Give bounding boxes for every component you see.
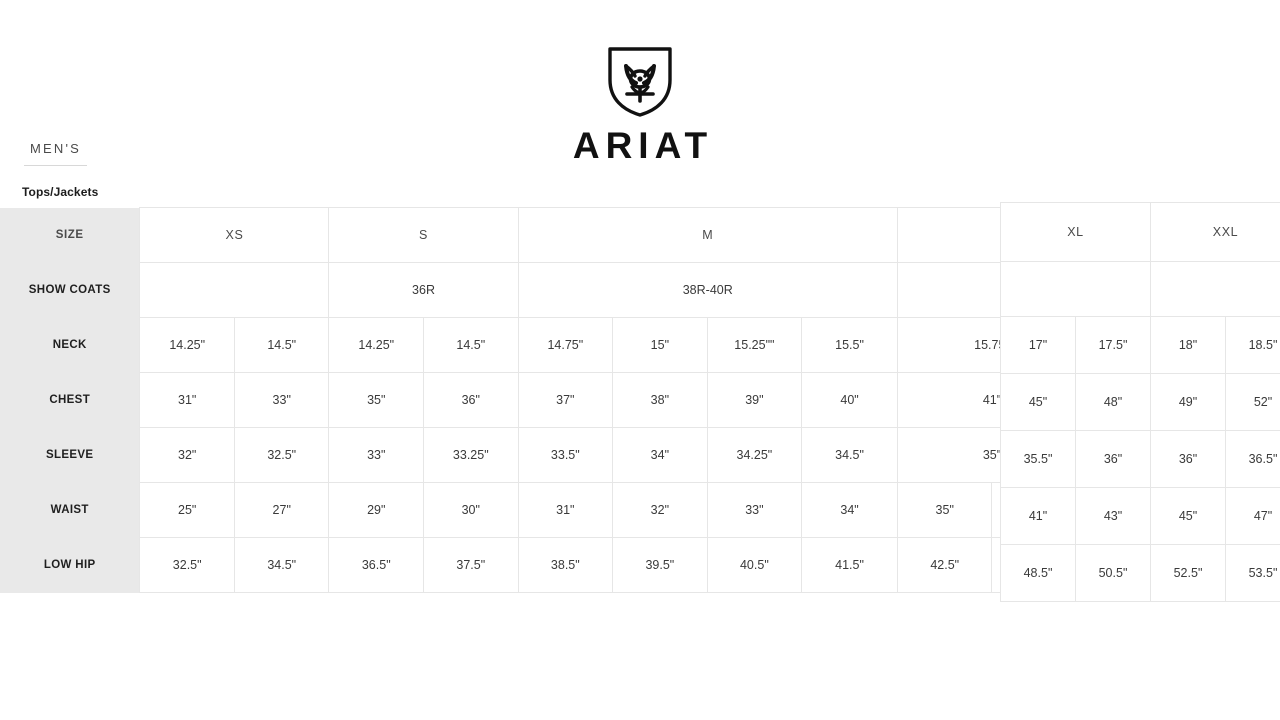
low-hip-cell: 36.5" bbox=[328, 537, 425, 593]
chest-cell: 39" bbox=[706, 372, 803, 428]
size-cell-m: M bbox=[517, 207, 898, 263]
overlay-size-cell-xxl: XXL bbox=[1150, 202, 1280, 262]
waist-cell: 31" bbox=[517, 482, 614, 538]
low-hip-cell: 40.5" bbox=[706, 537, 803, 593]
overlay-row-chest: 45" 48" 49" 52" bbox=[1000, 373, 1280, 431]
overlay-waist-cell: 47" bbox=[1225, 487, 1280, 545]
sleeve-cell: 32.5" bbox=[233, 427, 330, 483]
show-coats-xs bbox=[139, 262, 330, 318]
size-cell-xs: XS bbox=[139, 207, 330, 263]
row-header-waist: WAIST bbox=[0, 482, 141, 538]
category-label: Tops/Jackets bbox=[22, 185, 99, 199]
low-hip-cell: 38.5" bbox=[517, 537, 614, 593]
waist-cell: 27" bbox=[233, 482, 330, 538]
ariat-shield-logo-icon bbox=[605, 44, 675, 123]
neck-cell: 14.5" bbox=[233, 317, 330, 373]
size-cell-s: S bbox=[328, 207, 519, 263]
waist-cell: 35" bbox=[896, 482, 993, 538]
row-header-size: SIZE bbox=[0, 207, 141, 263]
show-coats-m: 38R-40R bbox=[517, 262, 898, 318]
size-chart-overlay-wrapper: XL XXL 17" 17.5" 18" 18.5" 45" 48" 49" 5… bbox=[1000, 202, 1280, 602]
neck-cell: 14.75" bbox=[517, 317, 614, 373]
sleeve-cell: 33" bbox=[328, 427, 425, 483]
row-header-chest: CHEST bbox=[0, 372, 141, 428]
overlay-row-sleeve: 35.5" 36" 36" 36.5" bbox=[1000, 430, 1280, 488]
waist-cell: 29" bbox=[328, 482, 425, 538]
sleeve-cell: 34" bbox=[612, 427, 708, 483]
neck-cell: 14.25" bbox=[328, 317, 425, 373]
low-hip-cell: 34.5" bbox=[233, 537, 330, 593]
chest-cell: 36" bbox=[423, 372, 519, 428]
overlay-waist-cell: 45" bbox=[1150, 487, 1226, 545]
overlay-sleeve-cell: 36" bbox=[1150, 430, 1226, 488]
sleeve-cell: 34.25" bbox=[706, 427, 803, 483]
table-row-waist: WAIST 25" 27" 29" 30" 31" 32" 33" 34" 35… bbox=[0, 482, 1280, 538]
overlay-chest-cell: 52" bbox=[1225, 373, 1280, 431]
neck-cell: 14.5" bbox=[423, 317, 519, 373]
low-hip-cell: 41.5" bbox=[801, 537, 898, 593]
overlay-size-cell-xl: XL bbox=[1000, 202, 1151, 262]
chest-cell: 35" bbox=[328, 372, 425, 428]
sleeve-cell: 33.5" bbox=[517, 427, 614, 483]
chest-cell: 40" bbox=[801, 372, 898, 428]
neck-cell: 15.25"" bbox=[706, 317, 803, 373]
low-hip-cell: 42.5" bbox=[896, 537, 993, 593]
neck-cell: 15" bbox=[612, 317, 708, 373]
low-hip-cell: 39.5" bbox=[612, 537, 708, 593]
overlay-neck-cell: 18.5" bbox=[1225, 316, 1280, 374]
overlay-chest-cell: 48" bbox=[1075, 373, 1151, 431]
waist-cell: 30" bbox=[423, 482, 519, 538]
waist-cell: 25" bbox=[139, 482, 235, 538]
size-chart-overlay-table: XL XXL 17" 17.5" 18" 18.5" 45" 48" 49" 5… bbox=[1000, 202, 1280, 602]
tab-mens[interactable]: MEN'S bbox=[24, 141, 88, 166]
sleeve-cell: 34.5" bbox=[801, 427, 898, 483]
neck-cell: 15.5" bbox=[801, 317, 898, 373]
row-header-low-hip: LOW HIP bbox=[0, 537, 141, 593]
chest-cell: 38" bbox=[612, 372, 708, 428]
overlay-chest-cell: 49" bbox=[1150, 373, 1226, 431]
waist-cell: 33" bbox=[706, 482, 803, 538]
sleeve-cell: 33.25" bbox=[423, 427, 519, 483]
overlay-chest-cell: 45" bbox=[1000, 373, 1076, 431]
row-header-sleeve: SLEEVE bbox=[0, 427, 141, 483]
overlay-low-hip-cell: 48.5" bbox=[1000, 544, 1076, 602]
overlay-neck-cell: 17.5" bbox=[1075, 316, 1151, 374]
overlay-low-hip-cell: 50.5" bbox=[1075, 544, 1151, 602]
overlay-row-waist: 41" 43" 45" 47" bbox=[1000, 487, 1280, 545]
overlay-row-show-coats bbox=[1000, 261, 1280, 317]
low-hip-cell: 32.5" bbox=[139, 537, 235, 593]
overlay-sleeve-cell: 36" bbox=[1075, 430, 1151, 488]
waist-cell: 32" bbox=[612, 482, 708, 538]
chest-cell: 37" bbox=[517, 372, 614, 428]
low-hip-cell: 37.5" bbox=[423, 537, 519, 593]
overlay-show-coats-xxl bbox=[1150, 261, 1280, 317]
overlay-sleeve-cell: 35.5" bbox=[1000, 430, 1076, 488]
chest-cell: 33" bbox=[233, 372, 330, 428]
overlay-low-hip-cell: 52.5" bbox=[1150, 544, 1226, 602]
brand-wordmark: ARIAT bbox=[572, 125, 714, 166]
overlay-neck-cell: 17" bbox=[1000, 316, 1076, 374]
overlay-show-coats-xl bbox=[1000, 261, 1151, 317]
overlay-neck-cell: 18" bbox=[1150, 316, 1226, 374]
neck-cell: 14.25" bbox=[139, 317, 235, 373]
row-header-neck: NECK bbox=[0, 317, 141, 373]
gender-tab-list: MEN'S bbox=[24, 140, 88, 166]
overlay-low-hip-cell: 53.5" bbox=[1225, 544, 1280, 602]
overlay-sleeve-cell: 36.5" bbox=[1225, 430, 1280, 488]
row-header-show-coats: SHOW COATS bbox=[0, 262, 141, 318]
waist-cell: 34" bbox=[801, 482, 898, 538]
chest-cell: 31" bbox=[139, 372, 235, 428]
overlay-row-size: XL XXL bbox=[1000, 202, 1280, 262]
sleeve-cell: 32" bbox=[139, 427, 235, 483]
brand-logo: ARIAT bbox=[0, 44, 1280, 164]
overlay-waist-cell: 43" bbox=[1075, 487, 1151, 545]
overlay-row-neck: 17" 17.5" 18" 18.5" bbox=[1000, 316, 1280, 374]
show-coats-s: 36R bbox=[328, 262, 519, 318]
overlay-row-low-hip: 48.5" 50.5" 52.5" 53.5" bbox=[1000, 544, 1280, 602]
overlay-waist-cell: 41" bbox=[1000, 487, 1076, 545]
